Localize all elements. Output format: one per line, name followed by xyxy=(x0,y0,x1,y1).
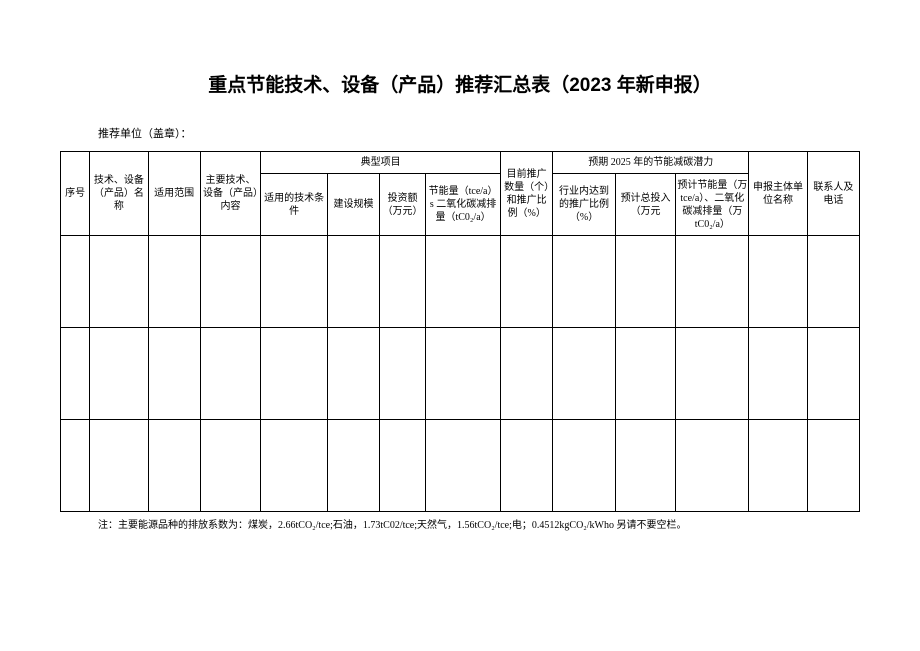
cell xyxy=(426,420,501,512)
th-industry-ratio: 行业内达到的推广比例（%） xyxy=(553,174,616,236)
subtitle-label: 推荐单位（盖章）： xyxy=(98,125,860,141)
th-expected-2025: 预期 2025 年的节能减碳潜力 xyxy=(553,152,749,174)
cell xyxy=(749,420,807,512)
cell xyxy=(261,236,328,328)
cell xyxy=(749,236,807,328)
cell xyxy=(676,420,749,512)
cell xyxy=(676,328,749,420)
table-row xyxy=(61,328,860,420)
cell xyxy=(327,420,379,512)
th-seq: 序号 xyxy=(61,152,90,236)
th-current-promo: 目前推广数量（个）和推广比例（%） xyxy=(501,152,553,236)
th-investment: 投资额（万元） xyxy=(380,174,426,236)
table-row xyxy=(61,236,860,328)
th-total-invest: 预计总投入（万元 xyxy=(615,174,675,236)
th-energy-saving: 节能量（tce/a）s 二氧化碳减排量（tC0₂/a） xyxy=(426,174,501,236)
cell xyxy=(501,236,553,328)
cell xyxy=(807,236,859,328)
summary-table: 序号 技术、设备（产品）名称 适用范围 主要技术、设备（产品）内容 典型项目 目… xyxy=(60,151,860,512)
cell xyxy=(501,420,553,512)
cell xyxy=(261,420,328,512)
table-header-row-1: 序号 技术、设备（产品）名称 适用范围 主要技术、设备（产品）内容 典型项目 目… xyxy=(61,152,860,174)
cell xyxy=(148,420,200,512)
cell xyxy=(327,236,379,328)
cell xyxy=(200,420,260,512)
cell xyxy=(615,236,675,328)
cell xyxy=(380,236,426,328)
cell xyxy=(426,328,501,420)
th-contact: 联系人及电话 xyxy=(807,152,859,236)
cell xyxy=(553,328,616,420)
table-row xyxy=(61,420,860,512)
cell xyxy=(807,328,859,420)
cell xyxy=(90,420,148,512)
cell xyxy=(90,236,148,328)
cell xyxy=(807,420,859,512)
cell xyxy=(426,236,501,328)
th-scope: 适用范围 xyxy=(148,152,200,236)
cell xyxy=(749,328,807,420)
cell xyxy=(200,328,260,420)
cell xyxy=(380,420,426,512)
cell xyxy=(327,328,379,420)
cell xyxy=(148,328,200,420)
cell xyxy=(61,328,90,420)
cell xyxy=(615,420,675,512)
footnote: 注：主要能源品种的排放系数为：煤炭，2.66tCO₂/tce;石油，1.73tC… xyxy=(98,516,860,531)
page-title: 重点节能技术、设备（产品）推荐汇总表（2023 年新申报） xyxy=(60,70,860,97)
cell xyxy=(200,236,260,328)
cell xyxy=(261,328,328,420)
th-main-tech: 主要技术、设备（产品）内容 xyxy=(200,152,260,236)
cell xyxy=(553,236,616,328)
cell xyxy=(61,236,90,328)
cell xyxy=(615,328,675,420)
cell xyxy=(380,328,426,420)
th-scale: 建设规模 xyxy=(327,174,379,236)
th-pred-energy: 预计节能量（万 tce/a）、二氧化碳减排量（万 tC0₂/a） xyxy=(676,174,749,236)
cell xyxy=(676,236,749,328)
th-tech-name: 技术、设备（产品）名称 xyxy=(90,152,148,236)
cell xyxy=(501,328,553,420)
cell xyxy=(61,420,90,512)
th-typical-project: 典型项目 xyxy=(261,152,501,174)
cell xyxy=(90,328,148,420)
th-unit-name: 申报主体单位名称 xyxy=(749,152,807,236)
cell xyxy=(148,236,200,328)
th-condition: 适用的技术条件 xyxy=(261,174,328,236)
cell xyxy=(553,420,616,512)
